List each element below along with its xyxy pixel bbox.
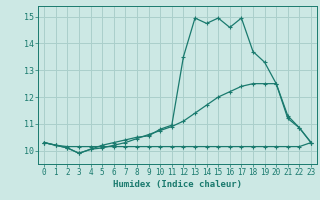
X-axis label: Humidex (Indice chaleur): Humidex (Indice chaleur)	[113, 180, 242, 189]
